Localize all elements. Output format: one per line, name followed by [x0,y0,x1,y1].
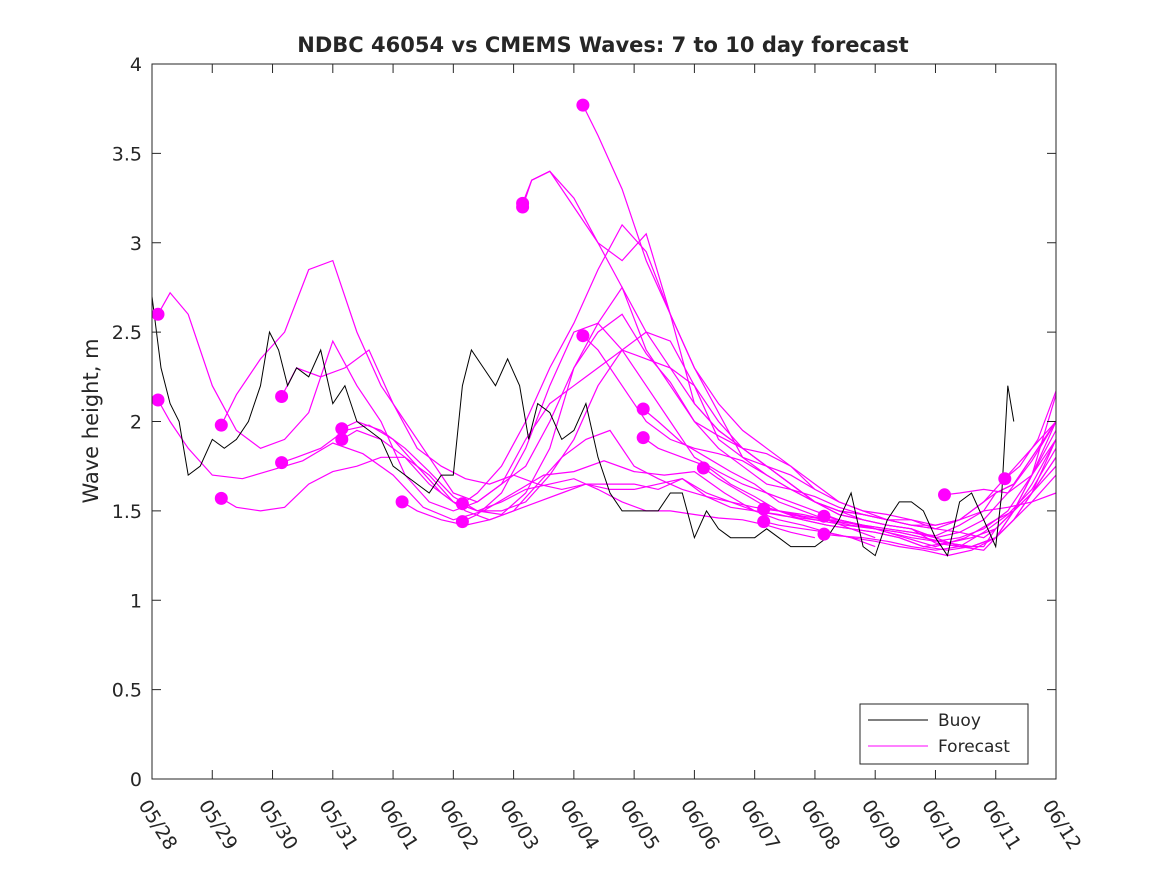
forecast-start-marker-5 [275,390,289,403]
forecast-line-7 [341,313,936,530]
y-tick-label: 0.5 [112,680,142,702]
forecast-line-22 [823,447,1057,551]
buoy-line [151,296,1015,557]
plot-background [152,64,1056,779]
forecast-start-marker-23 [938,488,951,502]
forecast-start-marker-22 [817,527,831,541]
forecast-start-marker-17 [636,431,650,445]
forecast-line-24 [1004,390,1057,480]
forecast-start-marker-8 [335,432,349,446]
forecast-line-2 [157,286,1057,539]
y-tick-label: 1.5 [112,501,142,523]
legend: Buoy Forecast [859,703,1029,765]
forecast-start-marker-2 [151,307,165,321]
forecast-start-marker-3 [214,418,228,432]
series-layer [151,98,1057,557]
legend-forecast-label: Forecast [938,737,1010,757]
legend-buoy-label: Buoy [938,711,981,731]
forecast-start-marker-20 [757,515,771,529]
y-tick-label: 3 [130,233,142,255]
y-tick-label: 2.5 [112,322,142,344]
forecast-line-20 [763,439,1057,557]
forecast-start-marker-1 [151,393,165,407]
forecast-start-marker-21 [817,509,831,523]
forecast-start-marker-19 [757,502,771,516]
forecast-line-14 [582,104,1057,526]
forecast-start-marker-14 [576,98,590,112]
forecast-line-23 [944,439,1057,496]
forecast-line-11 [462,322,1057,537]
forecast-line-4 [220,456,816,539]
forecast-line-18 [703,421,1057,539]
forecast-line-13 [522,170,1057,548]
forecast-start-marker-11 [455,515,469,529]
legend-box [859,703,1029,765]
chart-title: NDBC 46054 vs CMEMS Waves: 7 to 10 day f… [297,33,908,57]
forecast-start-marker-10 [455,497,469,511]
forecast-start-marker-16 [636,402,650,416]
forecast-line-5 [281,349,876,548]
y-tick-label: 1 [130,590,142,612]
forecast-line-21 [823,430,1057,542]
y-tick-label: 4 [130,54,142,76]
forecast-start-marker-7 [335,422,349,436]
y-tick-label: 0 [130,769,142,791]
forecast-start-marker-9 [395,495,409,509]
forecast-line-15 [582,335,1057,526]
y-tick-label: 2 [130,412,142,434]
forecast-start-marker-6 [275,456,289,470]
forecast-start-marker-24 [998,472,1012,486]
forecast-start-marker-18 [696,461,710,475]
y-tick-label: 3.5 [112,143,142,165]
forecast-line-3 [220,259,816,503]
forecast-start-marker-4 [214,491,228,505]
forecast-start-marker-13 [516,200,530,214]
forecast-line-19 [763,456,1057,548]
forecast-start-marker-15 [576,329,590,343]
y-axis-label: Wave height, m [79,338,103,503]
